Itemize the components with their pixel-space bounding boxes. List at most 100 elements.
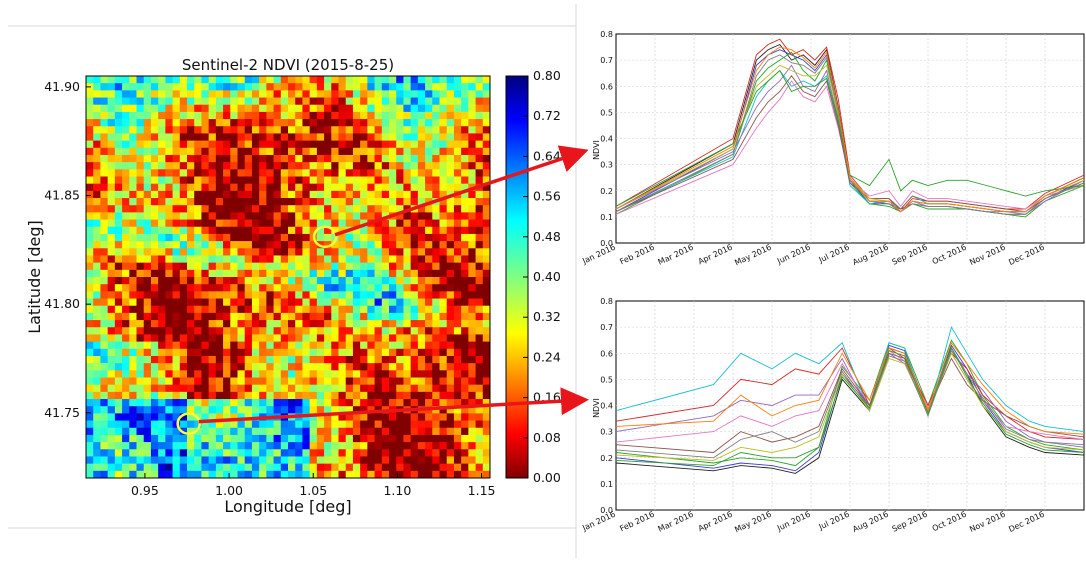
heatmap-cell (215, 133, 224, 142)
heatmap-cell (259, 190, 267, 199)
heatmap-cell (475, 399, 484, 407)
top-chart-lines (615, 38, 1085, 218)
heatmap-cell (158, 384, 166, 393)
heatmap-cell (100, 262, 109, 271)
heatmap-cell (165, 320, 174, 328)
heatmap-cell (150, 248, 159, 257)
heatmap-cell (345, 183, 354, 192)
heatmap-cell (288, 126, 296, 135)
heatmap-cell (338, 147, 347, 156)
heatmap-cell (417, 119, 426, 127)
heatmap-cell (244, 434, 253, 443)
heatmap-cell (403, 312, 412, 321)
pointer-arrow (198, 387, 589, 424)
heatmap-cell (244, 183, 253, 192)
heatmap-cell (403, 97, 412, 106)
heatmap-cell (150, 442, 159, 450)
heatmap-cell (360, 291, 368, 300)
heatmap-cell (208, 320, 217, 328)
top-chart-y-ticks: 0.00.10.20.30.40.50.60.70.8 (600, 30, 613, 248)
heatmap-cell (410, 384, 419, 393)
heatmap-cell (482, 399, 490, 407)
heatmap-cell (381, 291, 390, 300)
heatmap-cell (410, 341, 419, 350)
heatmap-cell (432, 355, 441, 364)
heatmap-cell (114, 284, 123, 292)
heatmap-cell (259, 162, 267, 170)
heatmap-cell (302, 341, 311, 350)
heatmap-cell (461, 147, 469, 156)
heatmap-cell (475, 233, 484, 242)
heatmap-cell (136, 104, 145, 113)
heatmap-cell (316, 154, 325, 163)
heatmap-cell (158, 291, 166, 300)
heatmap-cell (288, 190, 296, 199)
heatmap-cell (172, 262, 181, 271)
heatmap-cell (259, 83, 267, 91)
heatmap-cell (468, 111, 477, 120)
heatmap-cell (439, 384, 448, 393)
heatmap-cell (302, 442, 311, 450)
heatmap-cell (230, 83, 239, 91)
heatmap-cell (266, 277, 275, 285)
heatmap-cell (143, 413, 152, 422)
heatmap-cell (215, 384, 224, 393)
heatmap-cell (475, 119, 484, 127)
heatmap-cell (374, 327, 383, 336)
heatmap-cell (158, 406, 166, 414)
heatmap-cell (251, 90, 260, 99)
heatmap-cell (280, 169, 289, 178)
heatmap-cell (215, 291, 224, 300)
heatmap-cell (309, 212, 318, 221)
heatmap-cell (432, 226, 441, 235)
heatmap-cell (381, 169, 390, 178)
heatmap-cell (114, 442, 123, 450)
heatmap-cell (381, 140, 390, 149)
heatmap-cell (345, 198, 354, 206)
heatmap-cell (302, 154, 311, 163)
heatmap-cell (461, 442, 469, 450)
heatmap-cell (381, 147, 390, 156)
heatmap-cell (417, 341, 426, 350)
heatmap-cell (280, 198, 289, 206)
heatmap-cell (165, 377, 174, 386)
heatmap-cell (129, 162, 138, 170)
heatmap-cell (244, 162, 253, 170)
heatmap-cell (381, 269, 390, 278)
heatmap-cell (288, 406, 296, 414)
heatmap-cell (107, 277, 116, 285)
heatmap-cell (187, 406, 195, 414)
heatmap-cell (251, 154, 260, 163)
heatmap-cell (432, 147, 441, 156)
heatmap-cell (324, 334, 332, 343)
heatmap-cell (381, 241, 390, 249)
heatmap-cell (324, 320, 332, 328)
heatmap-cell (187, 355, 195, 364)
heatmap-cell (475, 277, 484, 285)
heatmap-cell (475, 363, 484, 371)
heatmap-cell (331, 320, 340, 328)
heatmap-cell (259, 406, 267, 414)
heatmap-cell (302, 463, 311, 472)
heatmap-cell (215, 262, 224, 271)
heatmap-cell (266, 255, 275, 264)
heatmap-cell (280, 154, 289, 163)
heatmap-cell (194, 83, 203, 91)
heatmap-cell (165, 277, 174, 285)
heatmap-cell (251, 126, 260, 135)
heatmap-cell (324, 248, 332, 257)
heatmap-cell (288, 176, 296, 185)
heatmap-cell (475, 413, 484, 422)
heatmap-cell (208, 140, 217, 149)
heatmap-cell (461, 119, 469, 127)
heatmap-cell (187, 305, 195, 314)
heatmap-cell (482, 420, 490, 429)
heatmap-cell (107, 111, 116, 120)
heatmap-cell (374, 169, 383, 178)
heatmap-cell (475, 470, 484, 478)
heatmap-cell (446, 284, 455, 292)
heatmap-cell (266, 291, 275, 300)
heatmap-cell (461, 104, 469, 113)
heatmap-cell (389, 169, 397, 178)
heatmap-cell (403, 219, 412, 228)
